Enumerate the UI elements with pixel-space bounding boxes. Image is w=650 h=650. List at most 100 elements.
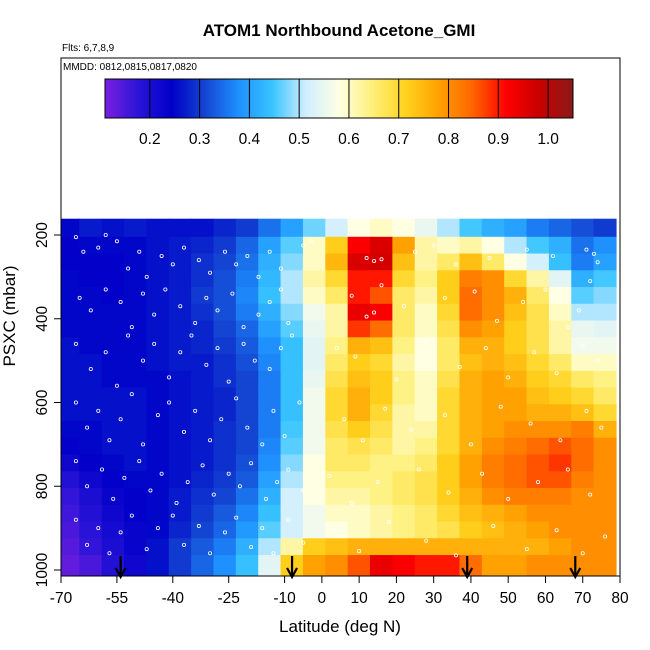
- heatmap-cell: [235, 404, 259, 422]
- heatmap-cell: [101, 421, 125, 439]
- heatmap-cell: [302, 236, 326, 255]
- heatmap-cell: [191, 454, 215, 472]
- heatmap-cell: [235, 555, 259, 576]
- heatmap-cell: [79, 354, 103, 372]
- heatmap-cell: [504, 555, 528, 576]
- flight-arrows: [114, 556, 582, 580]
- x-tick-label: 50: [500, 590, 518, 607]
- heatmap-cell: [593, 270, 617, 288]
- sample-point: [308, 239, 313, 244]
- heatmap-cell: [414, 236, 438, 255]
- heatmap-cell: [146, 236, 170, 255]
- sample-point: [491, 524, 496, 529]
- sample-point: [524, 247, 529, 252]
- sample-point: [163, 287, 168, 292]
- heatmap-cell: [481, 521, 505, 539]
- sample-point: [487, 256, 492, 261]
- heatmap-cell: [61, 471, 80, 489]
- heatmap-cell: [168, 337, 192, 355]
- heatmap-cell: [548, 287, 572, 305]
- x-tick-label: -40: [162, 590, 185, 607]
- heatmap-cell: [347, 437, 371, 456]
- sample-point: [85, 542, 90, 547]
- heatmap-cell: [347, 218, 371, 238]
- heatmap-cell: [79, 253, 103, 271]
- heatmap-cell: [459, 337, 483, 355]
- heatmap-cell: [325, 236, 349, 255]
- x-tick-label: 0: [318, 590, 327, 607]
- heatmap-cell: [414, 387, 438, 405]
- heatmap-cell: [571, 555, 595, 576]
- x-tick-label: 80: [611, 590, 629, 607]
- heatmap-cell: [392, 454, 416, 472]
- sample-point: [558, 438, 563, 443]
- heatmap-cell: [146, 218, 170, 238]
- heatmap-cell: [280, 504, 304, 523]
- heatmap-cell: [571, 538, 595, 556]
- sample-point: [353, 354, 358, 359]
- heatmap-cell: [168, 270, 192, 288]
- heatmap-cell: [459, 404, 483, 422]
- sample-point: [521, 299, 526, 304]
- heatmap-cell: [593, 437, 617, 456]
- sample-point: [73, 459, 78, 464]
- heatmap-cell: [146, 337, 170, 355]
- heatmap-cell: [191, 471, 215, 489]
- heatmap-cell: [168, 387, 192, 405]
- heatmap-cell: [593, 471, 617, 489]
- heatmap-cell: [437, 287, 461, 305]
- heatmap-cell: [437, 218, 461, 238]
- sample-point: [118, 417, 123, 422]
- heatmap-cell: [593, 287, 617, 305]
- heatmap-cell: [571, 270, 595, 288]
- heatmap-cell: [593, 387, 617, 405]
- heatmap-cell: [437, 236, 461, 255]
- heatmap-cell: [191, 287, 215, 305]
- heatmap-cell: [258, 337, 282, 355]
- heatmap-cell: [593, 504, 617, 523]
- heatmap-cell: [124, 404, 148, 422]
- heatmap-cell: [392, 337, 416, 355]
- heatmap-cell: [481, 437, 505, 456]
- heatmap-cell: [437, 421, 461, 439]
- sample-point: [88, 366, 93, 371]
- heatmap-cell: [213, 488, 237, 506]
- heatmap-cell: [571, 287, 595, 305]
- heatmap-cell: [347, 320, 371, 338]
- heatmap-cell: [124, 337, 148, 355]
- heatmap-cell: [124, 421, 148, 439]
- heatmap-cell: [414, 488, 438, 506]
- heatmap-cell: [213, 454, 237, 472]
- heatmap-cell: [168, 404, 192, 422]
- heatmap-cell: [191, 218, 215, 238]
- sample-point: [591, 251, 596, 256]
- heatmap-cell: [124, 287, 148, 305]
- sample-point: [122, 475, 127, 480]
- y-tick-label: 800: [34, 473, 51, 499]
- sample-point: [222, 249, 227, 254]
- heatmap-cell: [392, 521, 416, 539]
- heatmap-cell: [258, 370, 282, 389]
- heatmap-cell: [101, 218, 125, 238]
- heatmap-cell: [191, 437, 215, 456]
- sample-point: [580, 343, 585, 348]
- heatmap-cell: [213, 320, 237, 338]
- heatmap-cell: [392, 538, 416, 556]
- heatmap-cell: [146, 555, 170, 576]
- heatmap-cell: [593, 454, 617, 472]
- heatmap-cell: [124, 555, 148, 576]
- sample-point: [375, 480, 380, 485]
- heatmap-cell: [280, 218, 304, 238]
- heatmap-cell: [191, 504, 215, 523]
- heatmap-cell: [481, 387, 505, 405]
- plot-frame: [60, 57, 621, 577]
- heatmap-cell: [504, 488, 528, 506]
- sample-point: [457, 364, 462, 369]
- sample-point: [118, 299, 123, 304]
- heatmap-cell: [101, 404, 125, 422]
- heatmap-cell: [526, 287, 550, 305]
- sample-point: [144, 547, 149, 552]
- heatmap-cell: [548, 488, 572, 506]
- colorbar-tick-label: 0.6: [338, 131, 360, 148]
- heatmap-cell: [61, 504, 80, 523]
